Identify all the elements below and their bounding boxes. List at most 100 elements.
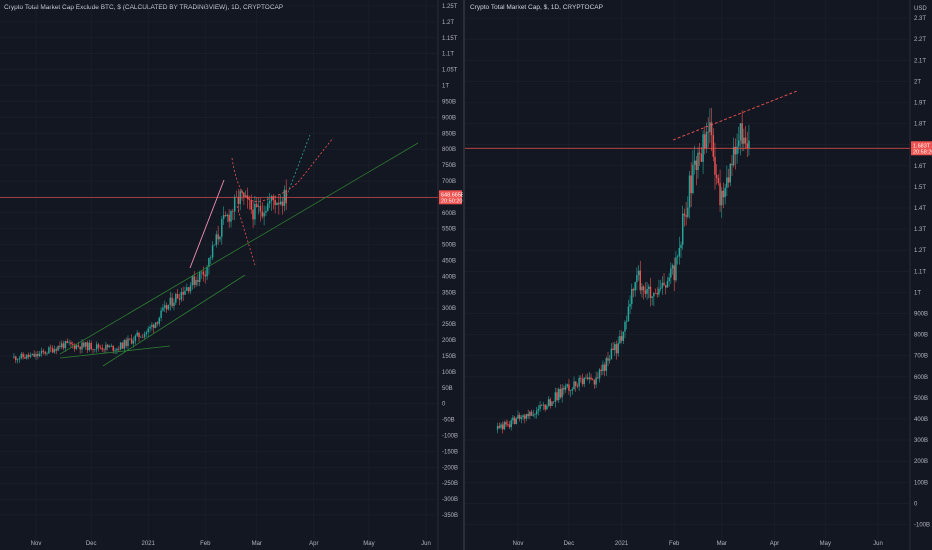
candle-body [285, 189, 287, 204]
y-tick-label: 1.2T [442, 20, 454, 26]
x-tick-label: Feb [669, 541, 680, 547]
candle-body [219, 236, 221, 240]
candle-body [704, 134, 706, 149]
y-tick-label: 450B [442, 259, 456, 265]
right-chart-pane[interactable]: Crypto Total Market Cap, $, 1D, CRYPTOCA… [465, 0, 932, 550]
candle-body [744, 137, 747, 144]
candle-body [184, 290, 186, 295]
candle-body [631, 289, 633, 304]
candle-body [279, 201, 282, 205]
candle-body [186, 287, 188, 291]
candle-body [18, 358, 21, 360]
candle-body [281, 201, 284, 206]
candle-body [508, 424, 511, 428]
y-tick-label: 1.4T [914, 206, 926, 212]
candle-body [654, 293, 657, 294]
candle-body [141, 337, 144, 338]
candle-body [169, 297, 172, 305]
candle-body [693, 160, 696, 165]
y-tick-label: 400B [442, 274, 456, 280]
candle-body [705, 131, 708, 149]
trend-line [284, 134, 311, 201]
candle-body [252, 209, 254, 220]
candle-body [49, 347, 52, 349]
candle-body [116, 348, 118, 351]
candle-body [84, 342, 87, 347]
candle-body [270, 196, 273, 202]
candle-body [709, 122, 711, 133]
candle-body [622, 331, 625, 341]
candle-body [173, 302, 175, 307]
y-tick-label: -100B [914, 522, 930, 528]
candle-body [35, 353, 37, 357]
y-tick-label: 1.2T [914, 248, 926, 254]
candle-body [29, 355, 32, 357]
candle-body [731, 163, 733, 166]
left-chart-svg[interactable]: 1.25T 1.2T 1.15T 1.1T 1.05T 1T 950B 900B 850B 800… [0, 0, 463, 550]
pane-divider[interactable] [463, 0, 465, 550]
candle-body [501, 424, 504, 430]
candle-body [738, 140, 740, 147]
candle-body [597, 377, 599, 379]
x-tick-label: Nov [513, 541, 524, 547]
candle-body [278, 202, 280, 205]
y-tick-label: 2.2T [914, 37, 926, 43]
y-tick-label: 500B [442, 243, 456, 249]
candle-body [513, 417, 516, 424]
candle-body [121, 342, 124, 349]
candle-body [666, 281, 669, 288]
candle-body [656, 293, 658, 295]
right-chart-svg[interactable]: 2.3T2.2T2.1T2T1.9T1.8T1.7T1.6T1.5T1.4T1.… [465, 0, 932, 550]
y-tick-label: -350B [442, 513, 458, 519]
candle-body [668, 277, 670, 282]
candle-body [734, 146, 737, 155]
candle-body [24, 357, 26, 359]
y-tick-label: 2.1T [914, 58, 926, 64]
y-tick-label: 1.3T [914, 227, 926, 233]
candle-body [695, 160, 698, 171]
trend-line [672, 90, 798, 141]
y-tick-label: 1.1T [914, 269, 926, 275]
candle-body [632, 289, 635, 291]
candles [496, 107, 750, 434]
candle-body [741, 123, 743, 144]
candle-body [140, 337, 142, 338]
candle-body [20, 353, 23, 359]
candle-body [525, 414, 528, 419]
candle-body [530, 411, 533, 416]
candle-body [83, 342, 85, 347]
candle-body [46, 353, 48, 354]
candle-body [535, 410, 538, 415]
candle-body [539, 405, 541, 409]
price-label-box [911, 141, 932, 156]
candle-body [145, 332, 148, 334]
candle-body [724, 187, 726, 198]
y-tick-label: 900B [914, 311, 928, 317]
candle-body [566, 384, 568, 387]
candle-body [619, 336, 621, 344]
candle-body [42, 350, 45, 352]
left-chart-pane[interactable]: Crypto Total Market Cap Exclude BTC, $ (… [0, 0, 463, 550]
y-tick-label: 1.1T [442, 52, 454, 58]
candle-body [22, 353, 24, 358]
candle-body [510, 420, 512, 428]
candle-body [603, 364, 606, 371]
candle-body [542, 404, 545, 406]
candle-body [569, 390, 572, 392]
candle-body [152, 324, 155, 328]
candle-body [681, 213, 684, 245]
price-label-text: 20:58:20 [913, 149, 932, 155]
candle-body [108, 346, 111, 348]
right-chart-title: Crypto Total Market Cap, $, 1D, CRYPTOCA… [470, 4, 603, 11]
x-tick-label: Apr [309, 541, 318, 547]
y-tick-label: 2.3T [914, 16, 926, 22]
candle-body [605, 358, 608, 371]
candle-body [134, 335, 137, 341]
candle-body [95, 344, 98, 350]
candle-body [40, 350, 43, 354]
candle-body [593, 380, 596, 385]
candle-body [717, 178, 720, 184]
candle-body [591, 379, 594, 381]
candle-body [165, 305, 168, 310]
candle-body [556, 392, 558, 401]
